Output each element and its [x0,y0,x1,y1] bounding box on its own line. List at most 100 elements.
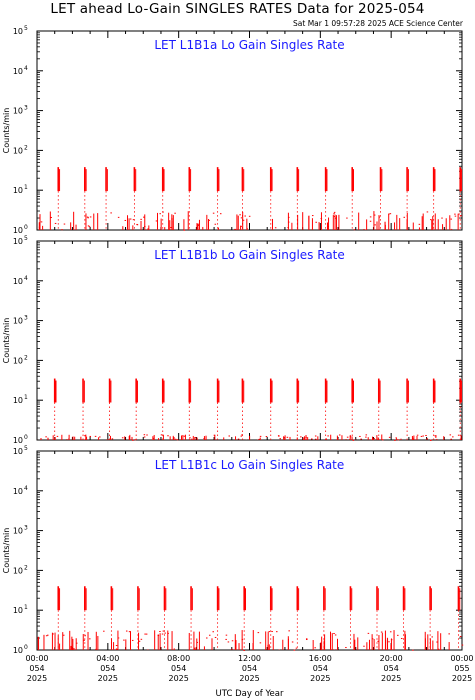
data-point [295,647,298,649]
data-point [353,229,356,231]
data-point [237,438,240,440]
y-axis-label: Counts/min [2,318,11,364]
data-point [63,223,66,225]
data-point [239,214,241,216]
plot-frame-1 [36,30,463,231]
x-tick-time: 04:00 [96,654,119,663]
data-point [450,438,452,440]
data-point [103,630,105,632]
data-point [434,435,436,437]
data-point [214,636,217,638]
data-point [198,223,200,225]
data-point [345,647,347,649]
x-tick-year: 2025 [27,674,47,683]
x-tick-time: 00:00 [450,654,473,663]
data-point [208,634,211,636]
data-point [115,645,118,647]
data-point [244,215,246,217]
data-point [388,641,390,643]
data-point [45,436,47,438]
data-point [160,434,163,436]
data-point [397,634,399,636]
data-point [258,438,261,440]
y-tick-label: 10 [13,226,23,235]
data-point [286,436,289,438]
data-point [234,228,236,230]
data-point [373,438,375,440]
data-point [346,217,348,219]
y-tick-label: 10 [13,67,23,76]
data-point [314,647,316,649]
data-point [225,638,227,640]
data-point [265,436,268,438]
y-tick-exponent: 0 [24,644,28,651]
generation-timestamp: Sat Mar 1 09:57:28 2025 ACE Science Cent… [293,19,463,28]
data-point [87,217,89,219]
y-tick-label: 10 [13,396,23,405]
data-point [389,631,392,633]
data-point [117,637,120,639]
data-point [161,633,164,635]
data-point [425,434,427,436]
data-point [257,632,260,634]
data-point [435,436,437,438]
data-point [50,216,52,218]
data-point [162,630,165,632]
data-point [412,649,414,651]
y-tick-exponent: 3 [24,525,28,532]
data-point [62,634,65,636]
data-point [183,229,186,231]
data-point [123,639,125,641]
data-point [110,212,112,214]
data-point [183,435,186,437]
data-point [457,434,460,436]
y-tick-label: 10 [13,317,23,326]
data-point [389,213,392,215]
data-point [243,649,245,651]
data-point [124,219,127,221]
data-point [373,214,376,216]
x-tick-time: 20:00 [380,654,403,663]
data-point [52,633,54,635]
x-tick-time: 00:00 [25,654,48,663]
data-point [88,226,91,228]
data-point [143,434,146,436]
data-point [132,439,134,441]
y-tick-label: 10 [13,27,23,36]
data-point [206,637,208,639]
data-point [380,631,383,633]
data-point [430,219,432,221]
data-point [231,640,234,642]
data-point [129,218,132,220]
data-point [99,436,101,438]
data-point [259,642,262,644]
y-tick-exponent: 4 [24,485,28,492]
data-point [320,218,323,220]
x-tick-doy: 055 [454,664,469,673]
x-tick-time: 08:00 [167,654,190,663]
data-point [305,638,308,640]
y-tick-label: 10 [13,447,23,456]
data-point [293,649,296,651]
data-point [56,435,59,437]
y-tick-exponent: 2 [24,144,28,151]
y-tick-label: 10 [13,146,23,155]
data-point [125,630,128,632]
y-tick-exponent: 5 [24,25,28,32]
data-point [84,435,86,437]
data-point [47,634,49,636]
y-tick-label: 10 [13,527,23,536]
y-axis-label: Counts/min [2,108,11,154]
x-axis-label: UTC Day of Year [216,689,284,699]
data-point [388,436,391,438]
data-point [45,635,48,637]
panel-title: LET L1B1c Lo Gain Singles Rate [155,458,345,472]
data-point [460,215,462,217]
x-tick-year: 2025 [381,674,401,683]
data-point [278,435,280,437]
data-point [300,436,302,438]
y-tick-exponent: 1 [24,604,28,611]
data-point [131,639,134,641]
data-point [394,439,396,441]
data-point [116,648,118,650]
